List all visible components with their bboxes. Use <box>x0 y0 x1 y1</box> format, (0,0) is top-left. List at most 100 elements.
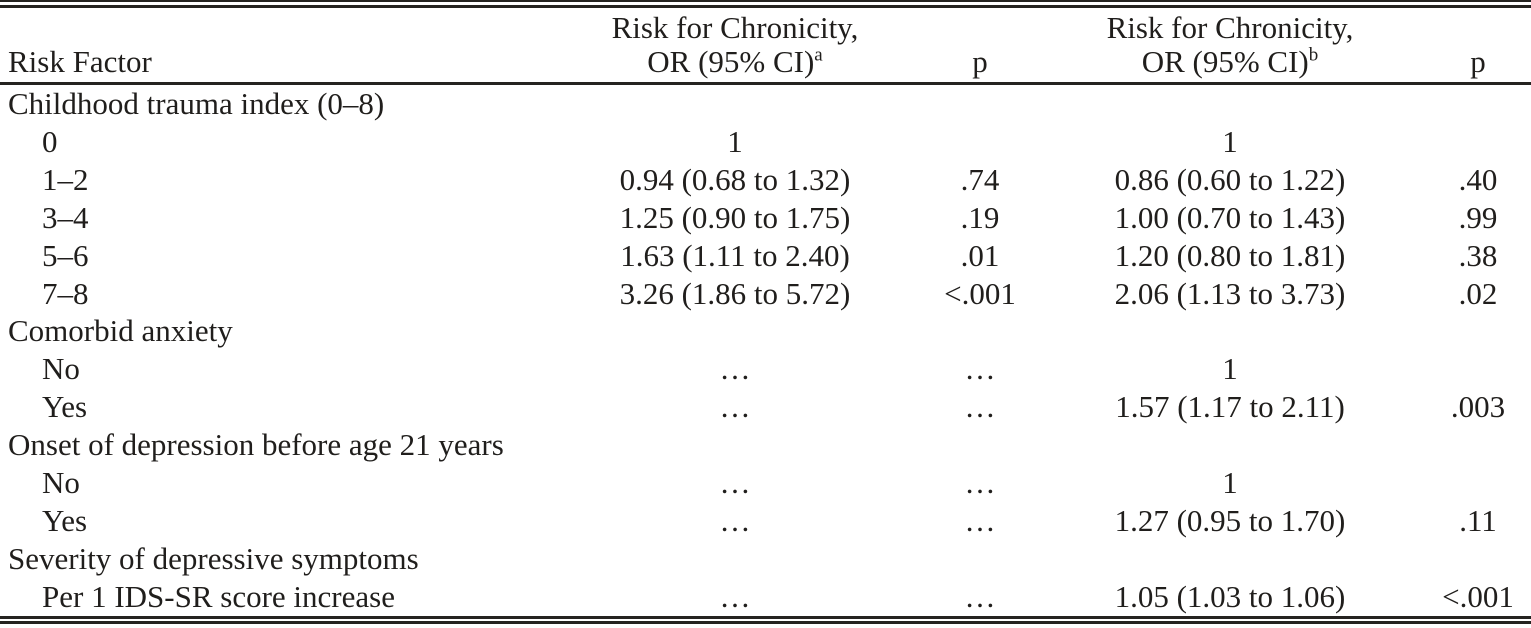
table-row-group: Childhood trauma index (0–8) <box>0 84 1531 123</box>
table-row-item: Yes … … 1.57 (1.17 to 2.11) .003 <box>0 388 1531 426</box>
cell-p-model-b <box>1425 312 1531 350</box>
row-label: Severity of depressive symptoms <box>8 540 419 576</box>
col-header-or-b-line1: Risk for Chronicity, <box>1106 10 1354 45</box>
cell-or-model-b: 1.05 (1.03 to 1.06) <box>1114 578 1346 614</box>
cell-or-model-a: 1.25 (0.90 to 1.75) <box>619 199 851 235</box>
cell-p-model-b <box>1425 350 1531 388</box>
cell-p-model-b: .02 <box>1458 275 1498 311</box>
row-label: Childhood trauma index (0–8) <box>8 86 385 121</box>
table-row-item: 0 1 1 <box>0 123 1531 161</box>
cell-or-model-b <box>1035 540 1425 578</box>
cell-p-model-a: .01 <box>960 237 1000 273</box>
cell-or-model-a <box>545 312 925 350</box>
cell-p-model-a <box>925 123 1035 161</box>
row-label: Yes <box>42 502 88 538</box>
row-label: 7–8 <box>42 275 89 311</box>
bottom-rule-outer <box>0 620 1531 624</box>
cell-or-model-b: 1.57 (1.17 to 2.11) <box>1115 389 1345 425</box>
table-row-item: 1–2 0.94 (0.68 to 1.32) .74 0.86 (0.60 to 1… <box>0 161 1531 199</box>
row-label: 1–2 <box>42 161 89 197</box>
cell-p-model-a: .19 <box>960 199 1000 235</box>
cell-or-model-a <box>545 540 925 578</box>
cell-or-model-b: 1.27 (0.95 to 1.70) <box>1114 502 1346 538</box>
cell-p-model-b <box>1425 464 1531 502</box>
cell-p-model-a: <.001 <box>944 275 1016 311</box>
header-row: Risk Factor Risk for Chronicity, OR (95%… <box>0 8 1531 85</box>
risk-factor-table: Risk Factor Risk for Chronicity, OR (95%… <box>0 8 1531 616</box>
col-header-or-model-b: Risk for Chronicity, OR (95% CI)b <box>1035 8 1425 85</box>
bottom-rule-inner <box>0 615 1531 619</box>
cell-or-model-b <box>1035 84 1425 123</box>
cell-or-model-a: … <box>719 502 751 538</box>
cell-p-model-a: … <box>964 465 996 501</box>
row-label: 3–4 <box>42 199 89 235</box>
cell-or-model-b: 2.06 (1.13 to 3.73) <box>1114 275 1346 311</box>
col-header-or-b-line2: OR (95% CI) <box>1141 44 1309 79</box>
row-label: 5–6 <box>42 237 89 273</box>
cell-or-model-a: … <box>719 465 751 501</box>
table-row-group: Severity of depressive symptoms <box>0 540 1531 578</box>
cell-p-model-b <box>1425 426 1531 464</box>
cell-p-model-a: … <box>964 578 996 614</box>
cell-or-model-b <box>1035 312 1425 350</box>
table-row-item: 7–8 3.26 (1.86 to 5.72) <.001 2.06 (1.13 to… <box>0 275 1531 313</box>
table-row-item: No … … 1 <box>0 464 1531 502</box>
col-header-or-a-line2: OR (95% CI) <box>647 44 815 79</box>
top-rule-inner <box>0 5 1531 8</box>
cell-p-model-b: <.001 <box>1442 578 1514 614</box>
row-label: Comorbid anxiety <box>8 313 233 349</box>
cell-p-model-b: .38 <box>1458 237 1498 273</box>
cell-p-model-b <box>1425 84 1531 123</box>
cell-or-model-a: 1 <box>727 123 743 159</box>
col-header-or-model-a: Risk for Chronicity, OR (95% CI)a <box>545 8 925 85</box>
cell-or-model-b: 0.86 (0.60 to 1.22) <box>1114 161 1346 197</box>
cell-or-model-b <box>1035 426 1425 464</box>
cell-p-model-a: … <box>964 502 996 538</box>
cell-p-model-a: … <box>964 351 996 387</box>
cell-p-model-b: .11 <box>1459 502 1497 538</box>
row-label: Per 1 IDS-SR score increase <box>42 578 395 614</box>
cell-p-model-b <box>1425 540 1531 578</box>
cell-p-model-a <box>925 426 1035 464</box>
cell-or-model-a <box>545 426 925 464</box>
cell-or-model-b: 1 <box>1222 465 1238 501</box>
table-body: Childhood trauma index (0–8) 0 1 1 1–2 0.94 (… <box>0 84 1531 616</box>
cell-or-model-a: … <box>719 389 751 425</box>
table-row-item: Yes … … 1.27 (0.95 to 1.70) .11 <box>0 502 1531 540</box>
footnote-marker-a: a <box>814 44 823 66</box>
cell-or-model-a: … <box>719 578 751 614</box>
col-header-p-model-a: p <box>925 8 1035 85</box>
cell-p-model-a: .74 <box>960 161 1000 197</box>
table-row-group: Onset of depression before age 21 years <box>0 426 1531 464</box>
cell-or-model-a: 3.26 (1.86 to 5.72) <box>619 275 851 311</box>
cell-p-model-a <box>925 540 1035 578</box>
cell-or-model-b: 1.20 (0.80 to 1.81) <box>1114 237 1346 273</box>
cell-p-model-a <box>925 84 1035 123</box>
cell-p-model-b: .003 <box>1450 389 1506 425</box>
footnote-marker-b: b <box>1308 44 1319 66</box>
table-row-item: Per 1 IDS-SR score increase … … 1.05 (1.03 … <box>0 578 1531 616</box>
cell-p-model-b: .40 <box>1458 161 1498 197</box>
cell-or-model-b: 1 <box>1222 351 1238 387</box>
top-rule-outer <box>0 0 1531 2</box>
col-header-p-model-b: p <box>1425 8 1531 85</box>
row-label: 0 <box>42 123 58 159</box>
row-label: No <box>42 351 80 387</box>
row-label: No <box>42 465 80 501</box>
cell-or-model-a: … <box>719 351 751 387</box>
cell-or-model-a: 1.63 (1.11 to 2.40) <box>620 237 850 273</box>
table-row-group: Comorbid anxiety <box>0 312 1531 350</box>
table-row-item: 3–4 1.25 (0.90 to 1.75) .19 1.00 (0.70 to 1… <box>0 199 1531 237</box>
table-row-item: No … … 1 <box>0 350 1531 388</box>
row-label: Yes <box>42 389 88 425</box>
row-label: Onset of depression before age 21 years <box>8 427 504 463</box>
col-header-risk-factor: Risk Factor <box>0 8 545 85</box>
cell-or-model-a: 0.94 (0.68 to 1.32) <box>619 161 851 197</box>
cell-or-model-b: 1 <box>1222 123 1238 159</box>
cell-p-model-b: .99 <box>1458 199 1498 235</box>
cell-or-model-b: 1.00 (0.70 to 1.43) <box>1114 199 1346 235</box>
table-row-item: 5–6 1.63 (1.11 to 2.40) .01 1.20 (0.80 to 1… <box>0 237 1531 275</box>
cell-or-model-a <box>545 84 925 123</box>
col-header-or-a-line1: Risk for Chronicity, <box>611 10 859 45</box>
